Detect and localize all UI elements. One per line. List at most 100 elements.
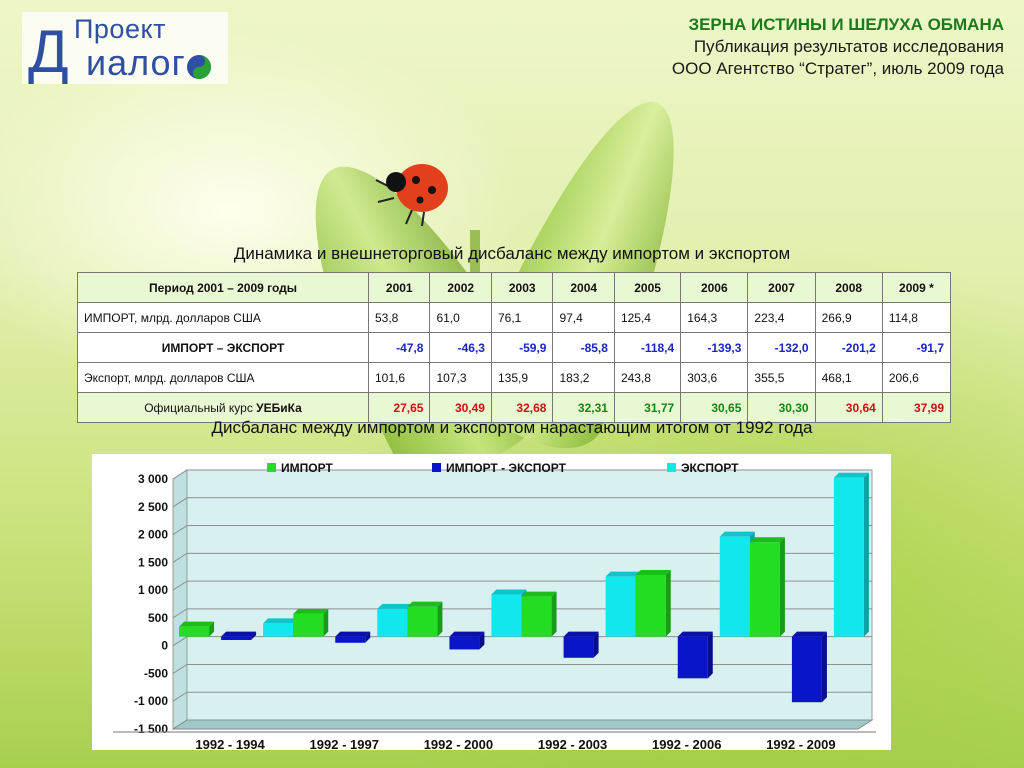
gridline <box>172 469 872 480</box>
table-cell: 31,77 <box>613 392 682 423</box>
x-tick-label: 1992 - 2006 <box>652 737 721 750</box>
bar-side <box>665 570 671 637</box>
legend-swatch <box>432 463 441 472</box>
gridline <box>172 691 872 702</box>
table-cell: 303,6 <box>680 362 749 393</box>
table-header-row: Период 2001 – 2009 годы 2001 2002 2003 2… <box>77 272 952 303</box>
bar-top <box>719 531 755 537</box>
table-cell: 27,65 <box>367 392 431 423</box>
y-tick-label: -500 <box>144 666 168 680</box>
bar <box>179 626 210 637</box>
bar-side <box>863 472 869 637</box>
logo-letter: Д <box>28 18 69 85</box>
gridline <box>172 497 872 508</box>
gridline <box>172 525 872 535</box>
y-tick-label: 1 500 <box>138 555 168 569</box>
bar-side <box>437 601 443 637</box>
bar <box>719 536 750 637</box>
stem-decoration <box>470 230 480 290</box>
x-tick-label: 1992 - 2003 <box>538 737 607 750</box>
table-cell: -85,8 <box>552 332 615 363</box>
logo-top-text: Проект <box>74 14 166 44</box>
table-cell: 32,68 <box>490 392 554 423</box>
table-cell: -201,2 <box>814 332 883 363</box>
bar-side <box>593 631 599 658</box>
table-cell: 32,31 <box>552 392 615 423</box>
ladybug-image <box>375 164 448 227</box>
table-cell: 125,4 <box>613 302 682 333</box>
plot-floor <box>171 719 874 730</box>
x-tick-label: 1992 - 2000 <box>424 737 493 750</box>
bar-side <box>479 631 485 650</box>
x-tick-label: 1992 - 2009 <box>766 737 835 750</box>
import-label: ИМПОРТ, млрд. долларов США <box>77 302 369 333</box>
export-row: Экспорт, млрд. долларов США 101,6 107,3 … <box>77 362 952 393</box>
bar <box>635 575 666 637</box>
bar <box>833 477 864 637</box>
table-cell: 164,3 <box>680 302 749 333</box>
table-cell: -46,3 <box>429 332 492 363</box>
bar <box>749 542 780 637</box>
table-cell: 97,4 <box>552 302 615 333</box>
year-cell: 2009 * <box>881 272 952 303</box>
bar <box>521 596 552 637</box>
bar <box>791 636 822 703</box>
diff-row: ИМПОРТ – ЭКСПОРТ -47,8 -46,3 -59,9 -85,8… <box>77 332 952 363</box>
legend-label: ИМПОРТ - ЭКСПОРТ <box>446 461 567 475</box>
y-tick-label: 0 <box>161 639 168 653</box>
chart-panel: 3 000 2 500 2 000 1 500 1 000 500 0 -500 -1 000 -… <box>92 454 891 750</box>
gridline <box>172 552 872 563</box>
bar-top <box>605 571 641 577</box>
table-cell: 61,0 <box>429 302 492 333</box>
bar <box>605 576 636 637</box>
header-title: ЗЕРНА ИСТИНЫ И ШЕЛУХА ОБМАНА <box>688 15 1004 34</box>
table-cell: -139,3 <box>680 332 749 363</box>
bar-top <box>221 631 257 637</box>
table-cell: 223,4 <box>747 302 816 333</box>
table-cell: 183,2 <box>552 362 615 393</box>
bar-side <box>779 537 785 637</box>
table-cell: 30,65 <box>680 392 749 423</box>
table-cell: 206,6 <box>881 362 952 393</box>
bar-side <box>209 621 215 637</box>
yin-yang-icon <box>187 55 211 79</box>
legend-swatch <box>667 463 676 472</box>
bar-top <box>377 603 413 609</box>
bar-side <box>323 608 329 637</box>
x-tick-label: 1992 - 1994 <box>195 737 265 750</box>
y-tick-label: 1 000 <box>138 583 168 597</box>
bar <box>263 623 294 637</box>
bar-top <box>635 570 671 575</box>
table-cell: 114,8 <box>881 302 952 333</box>
table-cell: 355,5 <box>747 362 816 393</box>
year-cell: 2006 <box>680 272 749 303</box>
bar-top <box>491 589 527 595</box>
table-cell: 53,8 <box>367 302 431 333</box>
table-cell: 243,8 <box>613 362 682 393</box>
plot-side-wall <box>172 469 188 730</box>
bar-top <box>791 631 827 637</box>
bar-top <box>449 631 485 637</box>
table-cell: 30,64 <box>814 392 883 423</box>
bar-top <box>677 631 713 637</box>
table-cell: -118,4 <box>613 332 682 363</box>
legend-swatch <box>267 463 276 472</box>
rate-label: Официальный курс УЕБиКа <box>77 392 369 423</box>
bar <box>221 636 252 640</box>
header-publisher: ООО Агентство “Стратег”, июль 2009 года <box>671 59 1004 78</box>
bar-top <box>179 621 215 627</box>
diff-label: ИМПОРТ – ЭКСПОРТ <box>77 332 369 363</box>
rate-label-prefix: Официальный курс <box>144 400 257 415</box>
bar-top <box>833 472 869 478</box>
table-cell: 30,49 <box>429 392 492 423</box>
bar-side <box>251 631 257 640</box>
bar-chart: 3 000 2 500 2 000 1 500 1 000 500 0 -500 -1 000 -… <box>113 461 876 750</box>
year-cell: 2005 <box>613 272 682 303</box>
table-cell: -132,0 <box>747 332 816 363</box>
y-tick-label: 2 500 <box>138 500 168 514</box>
table-cell: -47,8 <box>367 332 431 363</box>
header: ЗЕРНА ИСТИНЫ И ШЕЛУХА ОБМАНА Публикация … <box>672 14 1004 80</box>
bar <box>677 636 708 679</box>
table-cell: 37,99 <box>881 392 952 423</box>
bar <box>491 594 522 637</box>
